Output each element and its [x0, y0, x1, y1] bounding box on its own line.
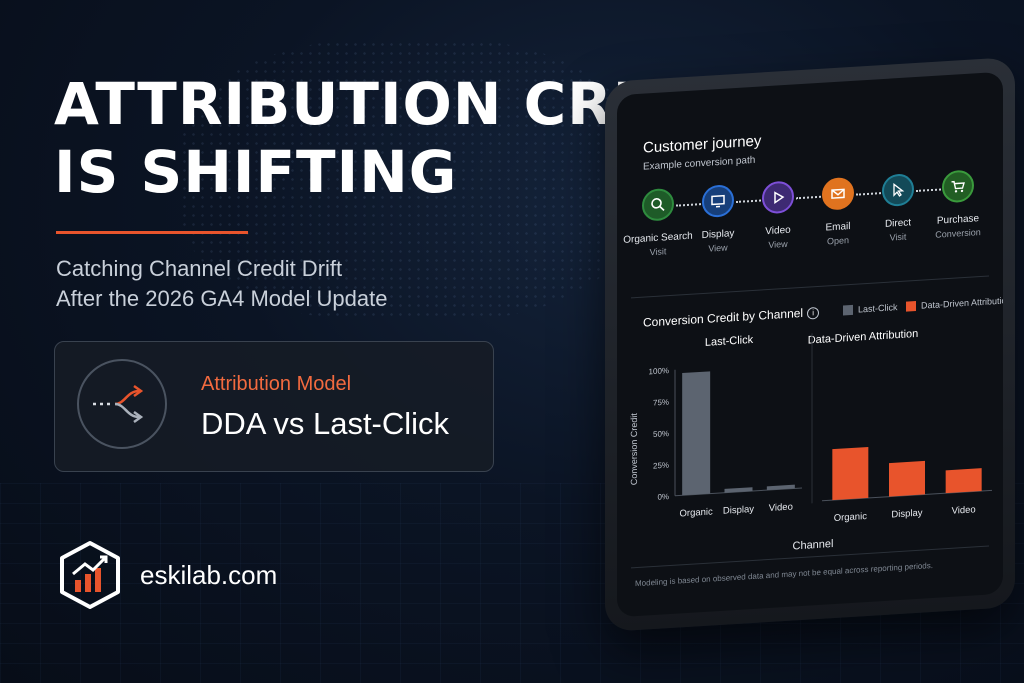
dda-bar-video	[945, 468, 982, 494]
x-tick-label: Video	[769, 502, 793, 514]
info-icon[interactable]: i	[807, 306, 820, 320]
legend-label: Last-Click	[858, 302, 898, 315]
legend-swatch-dda	[906, 300, 916, 312]
split-arrow-icon	[77, 359, 167, 449]
section-divider	[631, 275, 989, 299]
dda-chart-title: Data-Driven Attribution	[808, 328, 919, 347]
journey-step-direct: Direct Visit	[863, 172, 933, 244]
attribution-model-card: Attribution Model DDA vs Last-Click	[54, 341, 494, 472]
y-tick-label: 0%	[657, 492, 669, 502]
y-tick-label: 100%	[649, 366, 669, 376]
x-axis-label: Channel	[793, 538, 834, 552]
legend-label: Data-Driven Attribution	[921, 295, 1003, 311]
x-tick-label: Organic	[680, 506, 713, 519]
tablet-mockup: Customer journey Example conversion path…	[605, 56, 1015, 632]
cart-icon	[942, 169, 974, 204]
journey-step-video: Video View	[743, 179, 813, 251]
x-tick-label: Video	[952, 504, 976, 516]
journey-title: Customer journey	[643, 132, 762, 157]
journey-subtitle: Example conversion path	[643, 154, 756, 173]
subtitle: Catching Channel Credit Drift After the …	[56, 254, 387, 314]
subtitle-line-2: After the 2026 GA4 Model Update	[56, 286, 388, 311]
brand-name[interactable]: eskilab.com	[140, 560, 278, 590]
play-icon	[762, 180, 794, 215]
model-label: Attribution Model	[201, 373, 352, 395]
tablet-screen: Customer journey Example conversion path…	[617, 71, 1003, 618]
step-sub: Conversion	[935, 227, 981, 240]
hexagon-bar-chart-logo	[58, 540, 122, 610]
accent-divider	[56, 231, 248, 234]
dda-bar-organic	[832, 446, 869, 501]
x-tick-label: Display	[891, 508, 922, 521]
legend-swatch-last-click	[843, 304, 853, 316]
y-axis-label: Conversion Credit	[629, 412, 639, 485]
dda-bar-display	[889, 460, 925, 497]
headline-line-2: IS SHIFTING	[54, 138, 458, 206]
world-map-background	[180, 40, 640, 320]
model-value: DDA vs Last-Click	[201, 406, 450, 441]
last-click-bar-video	[766, 484, 795, 491]
journey-step-organic-search: Organic Search Visit	[623, 187, 693, 259]
credit-bar-chart: Last-Click Data-Driven Attribution Conve…	[629, 328, 992, 553]
cursor-icon	[882, 173, 914, 208]
y-tick-label: 50%	[653, 429, 669, 439]
subtitle-line-1: Catching Channel Credit Drift	[56, 256, 343, 281]
monitor-icon	[702, 184, 734, 219]
x-tick-label: Display	[723, 504, 754, 517]
step-label: Purchase	[936, 213, 980, 227]
last-click-bar-organic	[682, 371, 711, 496]
y-tick-label: 75%	[653, 398, 669, 408]
search-icon	[642, 187, 674, 222]
envelope-icon	[822, 176, 854, 211]
journey-step-display: Display View	[683, 183, 753, 255]
legend-item-dda: Data-Driven Attribution	[906, 295, 1003, 312]
x-tick-label: Organic	[834, 511, 867, 524]
journey-step-purchase: Purchase Conversion	[923, 168, 993, 240]
legend-item-last-click: Last-Click	[843, 302, 898, 316]
y-tick-label: 25%	[653, 461, 669, 471]
last-click-bar-display	[724, 487, 753, 493]
journey-step-email: Email Open	[803, 176, 873, 248]
last-click-chart-title: Last-Click	[705, 334, 754, 349]
